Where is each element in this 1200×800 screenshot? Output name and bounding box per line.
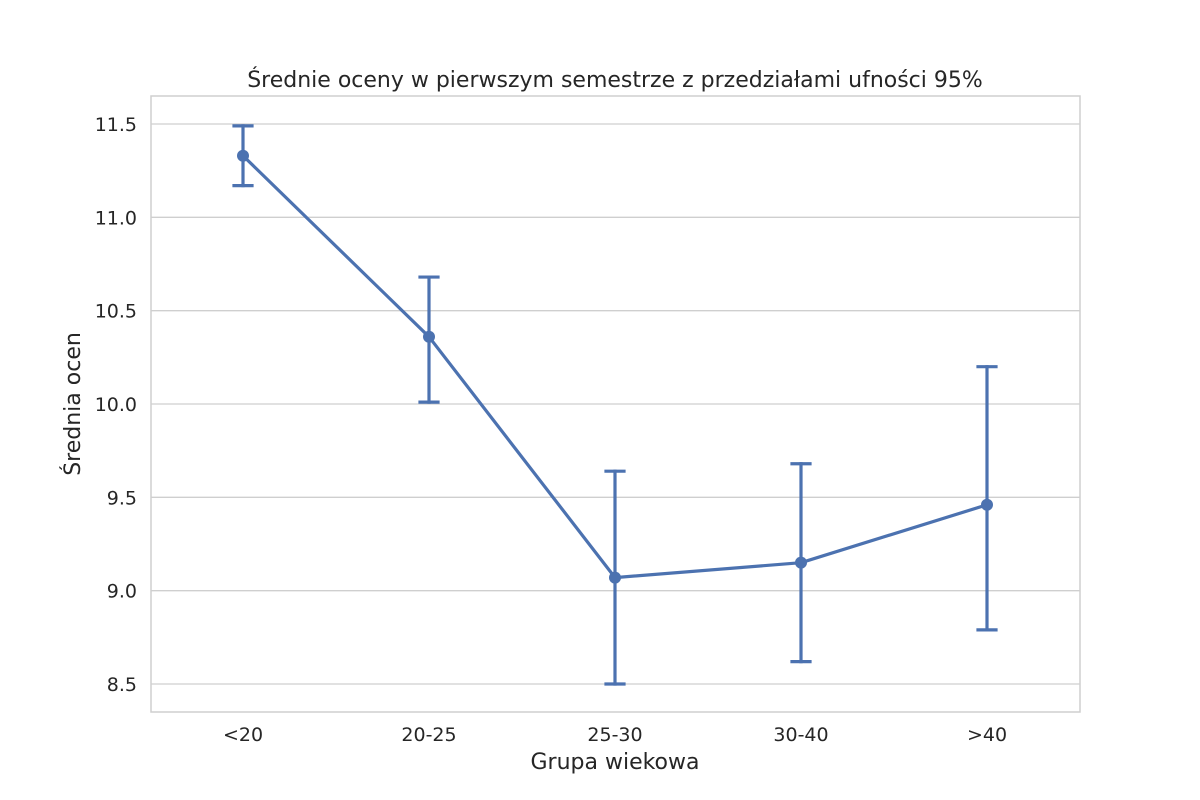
y-tick-label: 9.0 [107,581,137,603]
y-tick-label: 11.0 [95,207,137,229]
x-tick-label: >40 [967,724,1007,746]
y-tick-label: 10.0 [95,394,137,416]
y-axis-label: Średnia ocen [60,332,86,476]
x-tick-label: 25-30 [587,724,642,746]
x-tick-label: 30-40 [773,724,828,746]
y-tick-label: 11.5 [95,114,137,136]
x-axis: <20 20-25 25-30 30-40 >40 [223,724,1007,746]
x-tick-label: <20 [223,724,263,746]
data-point [795,556,807,569]
data-point [237,149,249,162]
data-point [981,498,993,511]
y-tick-label: 9.5 [107,487,137,509]
plot-frame [150,95,1081,713]
x-tick-label: 20-25 [401,724,456,746]
y-tick-label: 8.5 [107,674,137,696]
y-tick-label: 10.5 [95,301,137,323]
data-point [423,330,435,343]
series-group [232,124,998,686]
y-axis: 8.5 9.0 9.5 10.0 10.5 11.0 11.5 [95,114,137,696]
x-axis-label: Grupa wiekowa [530,750,699,775]
chart-title: Średnie oceny w pierwszym semestrze z pr… [247,67,983,93]
data-point [609,571,621,584]
